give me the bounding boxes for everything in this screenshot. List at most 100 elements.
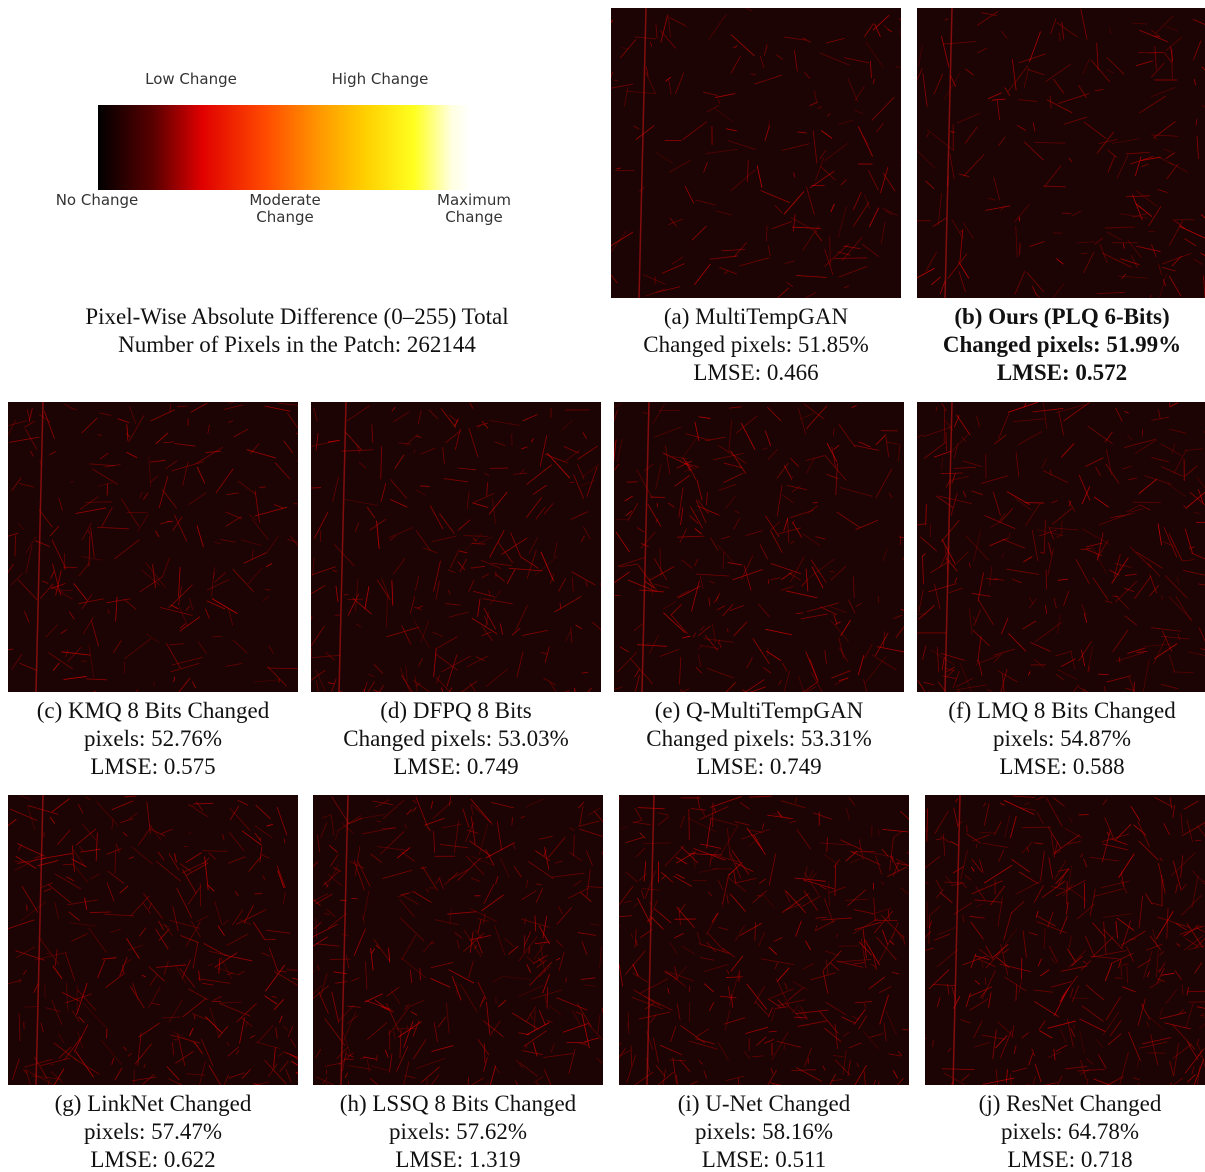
texture — [430, 942, 435, 944]
texture — [1176, 943, 1181, 947]
texture — [1192, 18, 1205, 25]
texture — [969, 915, 985, 919]
texture — [617, 557, 645, 567]
texture — [1039, 969, 1050, 977]
texture — [1183, 505, 1188, 510]
texture — [749, 795, 772, 798]
texture — [228, 1072, 245, 1079]
texture — [669, 159, 692, 173]
texture — [1050, 833, 1056, 858]
texture — [540, 942, 546, 973]
texture — [797, 131, 807, 134]
texture — [178, 586, 182, 606]
texture — [1162, 253, 1192, 265]
texture — [1004, 814, 1011, 839]
texture — [329, 958, 351, 960]
texture — [681, 688, 690, 692]
texture — [614, 571, 630, 584]
texture — [1160, 443, 1182, 456]
texture — [649, 41, 653, 48]
texture — [1182, 559, 1195, 562]
texture — [525, 879, 528, 888]
texture — [1189, 491, 1205, 506]
texture — [510, 532, 522, 558]
texture — [218, 958, 221, 974]
texture — [803, 890, 819, 912]
texture — [162, 1016, 181, 1019]
texture — [97, 481, 113, 487]
texture — [944, 8, 953, 298]
texture — [1056, 258, 1064, 265]
texture — [703, 1070, 708, 1079]
texture — [1102, 843, 1128, 851]
texture — [191, 1012, 208, 1021]
texture — [1151, 416, 1169, 421]
legend-label: Moderate Change — [249, 191, 321, 226]
texture — [680, 846, 699, 864]
texture — [481, 573, 489, 579]
texture — [725, 976, 743, 978]
texture — [396, 1045, 409, 1072]
texture — [528, 861, 554, 880]
texture — [898, 29, 901, 38]
texture — [853, 909, 874, 915]
texture — [706, 941, 717, 953]
texture — [388, 1007, 409, 1036]
texture — [313, 985, 330, 1000]
texture — [854, 86, 865, 101]
texture — [287, 1025, 294, 1038]
texture — [255, 1041, 281, 1049]
texture — [748, 837, 761, 847]
texture — [805, 455, 825, 462]
texture — [1024, 802, 1030, 806]
legend-label: Maximum Change — [437, 191, 511, 226]
texture — [980, 832, 996, 834]
texture — [1014, 204, 1030, 223]
texture — [347, 818, 362, 825]
texture — [857, 654, 865, 676]
texture — [1115, 595, 1130, 610]
texture — [193, 1041, 203, 1055]
caption-line: Changed pixels: 53.03% — [343, 726, 569, 751]
texture — [25, 536, 37, 553]
texture — [1168, 220, 1184, 247]
caption-line: LMSE: 0.749 — [696, 754, 822, 779]
texture — [696, 796, 701, 809]
difference-map — [313, 795, 603, 1085]
texture — [873, 1079, 876, 1085]
texture — [1151, 87, 1176, 98]
texture — [525, 1044, 528, 1049]
texture — [96, 801, 119, 827]
texture — [410, 969, 413, 984]
texture — [315, 669, 326, 692]
texture — [717, 1041, 729, 1061]
texture — [1018, 99, 1037, 102]
texture — [518, 936, 538, 962]
texture — [1048, 542, 1052, 556]
texture — [1184, 238, 1197, 247]
texture — [155, 860, 182, 882]
texture — [654, 583, 670, 589]
texture — [555, 939, 563, 947]
texture — [981, 12, 997, 17]
texture — [1080, 548, 1092, 550]
texture — [762, 823, 765, 830]
texture — [830, 1079, 843, 1082]
texture — [347, 1005, 361, 1008]
texture — [9, 808, 38, 821]
texture — [1110, 952, 1134, 965]
texture — [1149, 574, 1158, 594]
texture — [367, 1059, 370, 1073]
texture — [501, 537, 528, 555]
panel-caption: (f) LMQ 8 Bits Changed pixels: 54.87% LMSE… — [912, 697, 1205, 781]
texture — [162, 924, 169, 928]
texture — [67, 646, 82, 662]
texture — [468, 580, 475, 592]
texture — [683, 462, 698, 468]
texture — [703, 983, 715, 993]
texture — [68, 611, 75, 620]
caption-line: (f) LMQ 8 Bits Changed — [948, 698, 1176, 723]
texture — [833, 614, 838, 625]
texture — [761, 958, 795, 965]
texture — [1115, 921, 1118, 939]
